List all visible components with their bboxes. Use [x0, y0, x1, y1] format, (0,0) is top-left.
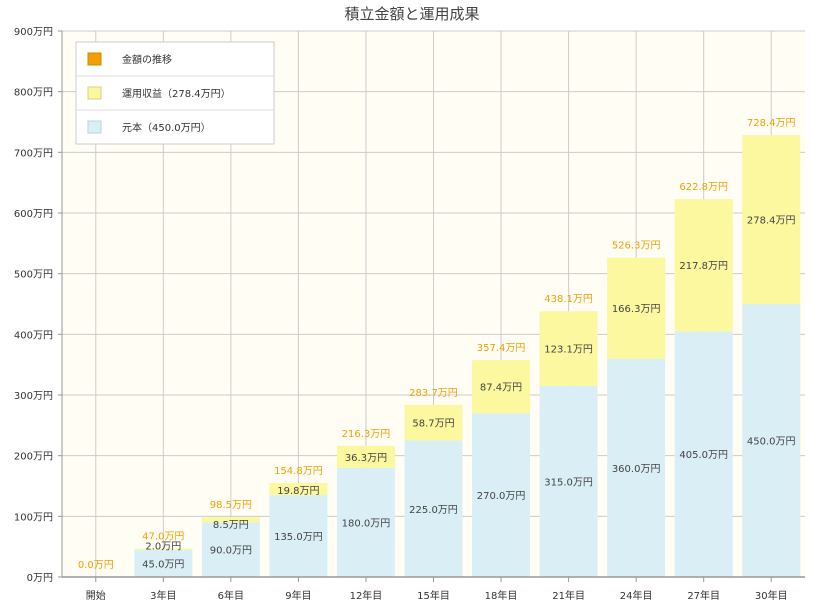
y-tick-label: 300万円 [14, 391, 53, 402]
bar-gain [336, 445, 395, 468]
label-principal: 405.0万円 [679, 450, 728, 461]
legend-label: 元本（450.0万円） [122, 121, 211, 134]
label-total: 526.3万円 [612, 241, 661, 252]
y-tick-label: 0万円 [27, 573, 53, 584]
x-tick-label: 12年目 [350, 589, 383, 602]
bar-principal [404, 440, 463, 577]
label-gain: 2.0万円 [145, 541, 181, 552]
x-tick-label: 21年目 [552, 589, 585, 602]
x-tick-label: 開始 [86, 589, 106, 602]
bar-gain [269, 483, 328, 496]
label-total: 438.1万円 [544, 294, 593, 305]
legend-label: 金額の推移 [122, 53, 172, 66]
chart-title: 積立金額と運用成果 [344, 5, 479, 23]
label-total: 154.8万円 [274, 466, 323, 477]
x-tick-label: 9年目 [285, 589, 311, 602]
label-total: 47.0万円 [142, 531, 184, 542]
bar-gain [201, 517, 260, 523]
label-principal: 315.0万円 [544, 477, 593, 488]
x-tick-label: 6年目 [218, 589, 244, 602]
label-principal: 270.0万円 [477, 491, 526, 502]
legend-swatch [87, 120, 102, 134]
legend-label: 運用収益（278.4万円） [122, 87, 231, 100]
label-gain: 217.8万円 [679, 261, 728, 272]
label-gain: 166.3万円 [612, 304, 661, 315]
x-tick-label: 15年目 [417, 589, 450, 602]
label-gain: 19.8万円 [277, 486, 319, 497]
label-gain: 36.3万円 [345, 453, 387, 464]
x-tick-label: 24年目 [620, 589, 653, 602]
bar-principal [674, 331, 733, 577]
label-principal: 225.0万円 [409, 505, 458, 516]
bar-gain [539, 311, 598, 386]
label-gain: 278.4万円 [747, 216, 796, 227]
bar-gain [674, 199, 733, 332]
label-gain: 58.7万円 [412, 419, 454, 430]
bar-principal [539, 385, 598, 577]
label-principal: 45.0万円 [142, 559, 184, 570]
bar-principal [201, 522, 260, 577]
label-principal: 360.0万円 [612, 464, 661, 475]
x-tick-label: 30年目 [755, 589, 788, 602]
legend-swatch [87, 52, 102, 66]
y-tick-label: 500万円 [14, 270, 53, 281]
x-tick-label: 3年目 [150, 589, 176, 602]
y-tick-label: 900万円 [14, 27, 53, 38]
label-gain: 87.4万円 [480, 383, 522, 394]
y-tick-label: 100万円 [14, 512, 53, 523]
bar-principal [134, 549, 193, 577]
y-tick-label: 400万円 [14, 330, 53, 341]
x-tick-label: 27年目 [687, 589, 720, 602]
bar-gain [742, 135, 801, 304]
label-total: 98.5万円 [210, 500, 252, 511]
label-total: 622.8万円 [679, 182, 728, 193]
y-tick-label: 200万円 [14, 452, 53, 463]
bar-gain [607, 257, 666, 359]
bar-principal [336, 467, 395, 577]
label-gain: 8.5万円 [213, 520, 249, 531]
bar-gain [134, 548, 193, 550]
label-total: 216.3万円 [342, 429, 391, 440]
bar-principal [472, 413, 531, 577]
bar-gain [472, 360, 531, 414]
bar-gain [404, 404, 463, 441]
x-axis: 開始 3年目 6年目 9年目 12年目 15年目 18年目 21年目 24年目 27年目 30年目 [62, 576, 805, 602]
label-principal: 450.0万円 [747, 437, 796, 448]
label-principal: 135.0万円 [274, 532, 323, 543]
y-tick-label: 600万円 [14, 209, 53, 220]
label-total: 0.0万円 [78, 560, 114, 571]
legend-swatch [87, 86, 102, 100]
label-gain: 123.1万円 [544, 345, 593, 356]
label-total: 357.4万円 [477, 343, 526, 354]
label-principal: 180.0万円 [342, 518, 391, 529]
bar-principal [607, 358, 666, 577]
label-total: 728.4万円 [747, 118, 796, 129]
bar-principal [742, 304, 801, 577]
x-tick-label: 18年目 [485, 589, 518, 602]
y-axis: 0万円 100万円 200万円 300万円 400万円 500万円 600万円 700万円 80… [14, 27, 63, 584]
label-principal: 90.0万円 [210, 546, 252, 557]
y-tick-label: 800万円 [14, 88, 53, 99]
legend-box [75, 41, 275, 145]
y-tick-label: 700万円 [14, 148, 53, 159]
bar-principal [269, 495, 328, 577]
label-total: 283.7万円 [409, 388, 458, 399]
